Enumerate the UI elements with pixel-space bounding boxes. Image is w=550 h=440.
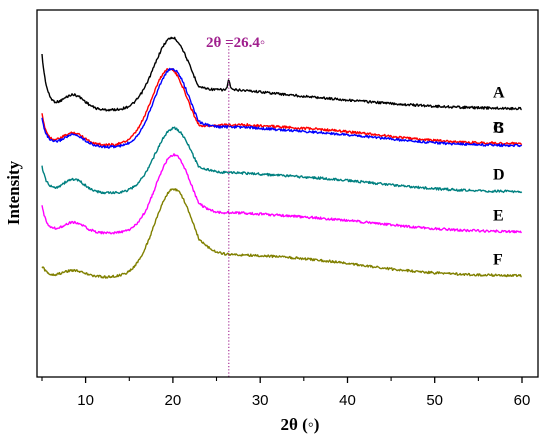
series-labels: A BC D E F xyxy=(493,85,505,269)
series-label-a: A xyxy=(493,85,505,102)
series-b-line xyxy=(41,68,523,147)
series-e-line xyxy=(41,153,522,235)
reference-annotation: 2θ =26.4◦ xyxy=(206,35,265,51)
series-label-f: F xyxy=(493,252,503,269)
x-tick-label-60: 60 xyxy=(514,392,531,409)
plot-frame xyxy=(36,9,539,378)
series-label-b: B xyxy=(493,120,504,137)
series-a-line xyxy=(41,36,522,112)
x-tick-label-30: 30 xyxy=(252,392,269,409)
series-label-e: E xyxy=(493,207,504,224)
series-label-d: D xyxy=(493,167,505,184)
series-f-line xyxy=(41,188,522,279)
x-axis-title: 2θ (◦) xyxy=(281,415,320,434)
series-d-line xyxy=(41,126,523,195)
x-tick-label-50: 50 xyxy=(426,392,443,409)
x-tick-label-20: 20 xyxy=(165,392,182,409)
x-tick-label-40: 40 xyxy=(339,392,356,409)
x-axis-ticks: 10 20 30 40 50 60 xyxy=(41,377,531,409)
y-axis-title: Intensity xyxy=(4,160,23,225)
series-label-c: C xyxy=(493,120,505,137)
series-c-line xyxy=(41,67,523,149)
curves-layer xyxy=(41,36,523,279)
x-tick-label-10: 10 xyxy=(77,392,94,409)
